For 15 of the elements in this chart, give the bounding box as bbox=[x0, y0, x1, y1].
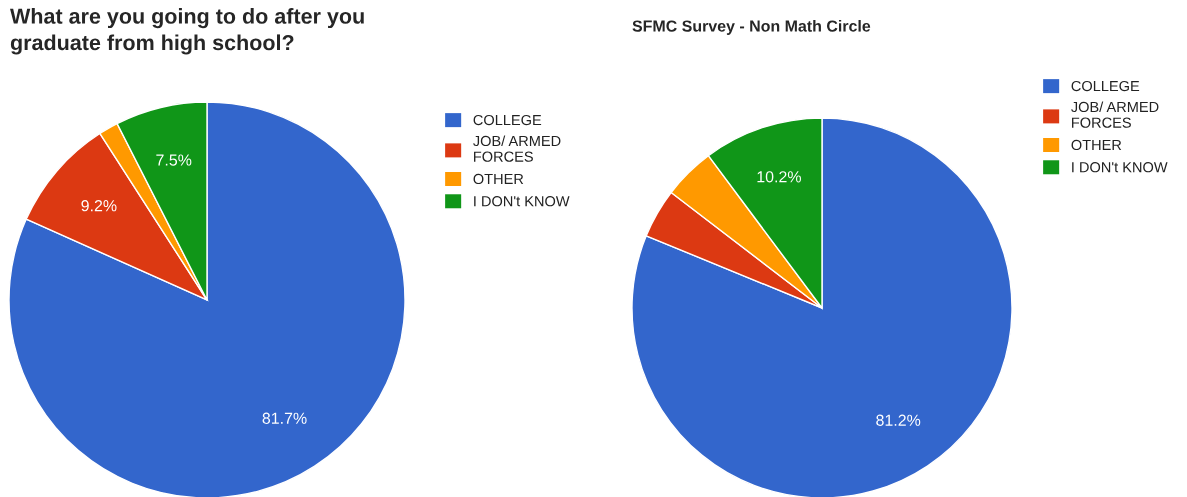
data-label: 7.5% bbox=[156, 154, 192, 166]
data-label: 10.2% bbox=[757, 171, 801, 183]
data-label: 9.2% bbox=[81, 200, 117, 212]
legend-label: I DON't KNOW bbox=[474, 196, 570, 207]
legend-label: COLLEGE bbox=[473, 114, 542, 126]
legend-label: COLLEGE bbox=[1071, 80, 1140, 92]
chart-title: What are you going to do after you graduate from high school? bbox=[10, 8, 364, 55]
data-label: 81.2% bbox=[876, 414, 921, 426]
legend-label: OTHER bbox=[473, 173, 524, 185]
legend-label: I DON't KNOW bbox=[1072, 162, 1168, 173]
legend-label: OTHER bbox=[1071, 139, 1122, 151]
chart-title: SFMC Survey - Non Math Circle bbox=[632, 20, 871, 35]
legend-label: JOB/ ARMED FORCES bbox=[473, 135, 561, 162]
data-label: 81.7% bbox=[262, 412, 307, 424]
legend-label: JOB/ ARMED FORCES bbox=[1071, 101, 1159, 128]
